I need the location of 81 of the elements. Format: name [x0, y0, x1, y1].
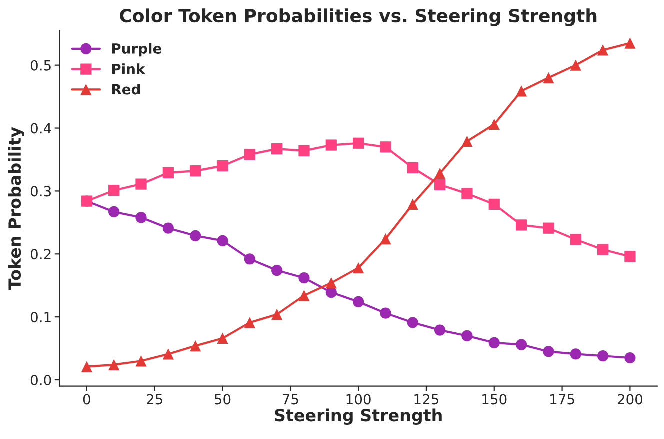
- point: [624, 38, 636, 49]
- point: [190, 340, 202, 352]
- point: [516, 86, 528, 97]
- x-tick-label: 175: [550, 394, 574, 405]
- y-tick-label: 0.1: [30, 312, 51, 323]
- point: [570, 348, 582, 360]
- point: [353, 296, 364, 308]
- point: [516, 339, 528, 350]
- point: [217, 332, 228, 344]
- point: [597, 350, 609, 362]
- point: [190, 230, 202, 242]
- x-tick-label: 100: [346, 394, 371, 405]
- legend-label: Red: [112, 84, 140, 95]
- x-tick-label: 150: [482, 394, 507, 405]
- point: [488, 118, 500, 130]
- point: [543, 222, 554, 234]
- point: [272, 309, 283, 320]
- y-tick-label: 0.4: [30, 123, 52, 134]
- point: [434, 168, 446, 180]
- point: [108, 359, 120, 370]
- point: [353, 138, 364, 149]
- point: [190, 166, 202, 177]
- y-tick-label: 0.0: [30, 374, 52, 386]
- point: [108, 206, 120, 218]
- x-tick-label: 75: [282, 394, 298, 405]
- point: [516, 220, 528, 231]
- point: [543, 346, 554, 358]
- point: [407, 198, 418, 210]
- legend-label: Pink: [112, 64, 146, 74]
- point: [272, 264, 283, 276]
- y-axis-title: Token Probability: [8, 127, 24, 290]
- point: [407, 162, 418, 174]
- point: [162, 222, 174, 234]
- point: [136, 178, 147, 190]
- x-tick-label: 0: [83, 394, 90, 405]
- point: [326, 140, 337, 151]
- point: [136, 356, 147, 367]
- point: [488, 198, 500, 210]
- point: [298, 272, 310, 284]
- legend-label: Purple: [112, 43, 162, 57]
- point: [434, 179, 446, 190]
- point: [162, 167, 174, 179]
- point: [217, 235, 228, 246]
- point: [434, 324, 446, 336]
- point: [217, 160, 228, 172]
- point: [462, 136, 473, 148]
- point: [244, 254, 256, 265]
- point: [108, 185, 120, 196]
- point: [353, 262, 364, 274]
- point: [136, 212, 147, 224]
- chart-title: Color Token Probabilities vs. Steering Strength: [120, 8, 597, 26]
- point: [272, 143, 283, 155]
- point: [326, 278, 337, 289]
- point: [244, 149, 256, 160]
- point: [298, 145, 310, 156]
- point: [624, 352, 636, 364]
- point: [624, 251, 636, 262]
- x-axis-title: Steering Strength: [275, 408, 442, 426]
- point: [597, 244, 609, 256]
- point: [244, 317, 256, 328]
- point: [570, 234, 582, 246]
- x-tick-label: 25: [147, 394, 162, 405]
- point: [380, 142, 392, 153]
- point: [380, 233, 392, 245]
- point: [81, 361, 92, 372]
- point: [380, 308, 392, 319]
- point: [298, 290, 310, 302]
- point: [488, 337, 500, 348]
- point: [162, 348, 174, 360]
- y-tick-label: 0.2: [30, 249, 51, 260]
- point: [597, 44, 609, 56]
- point: [570, 60, 582, 71]
- point: [543, 72, 554, 84]
- x-tick-label: 125: [414, 394, 439, 405]
- y-tick-label: 0.3: [30, 186, 52, 197]
- x-tick-label: 50: [214, 394, 231, 405]
- point: [462, 188, 473, 200]
- point: [407, 317, 418, 328]
- x-tick-label: 200: [618, 394, 643, 405]
- y-tick-label: 0.5: [30, 60, 51, 71]
- point: [462, 330, 473, 342]
